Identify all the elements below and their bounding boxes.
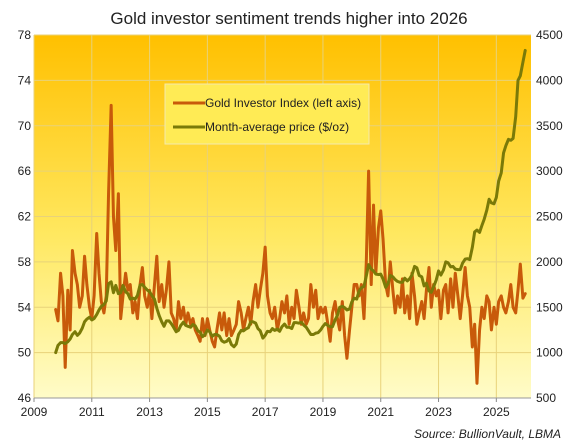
y-left-tick-label: 70 [18, 119, 32, 133]
legend-label-price: Month-average price ($/oz) [205, 120, 349, 134]
y-axis-right: 500 1000 1500 2000 2500 3000 3500 4000 4500 [536, 28, 563, 405]
y-left-tick-label: 58 [18, 255, 32, 269]
y-right-tick-label: 500 [536, 391, 556, 405]
x-tick-label: 2023 [425, 405, 452, 419]
y-left-tick-label: 50 [18, 346, 32, 360]
y-right-tick-label: 3000 [536, 164, 563, 178]
x-tick-label: 2015 [194, 405, 221, 419]
x-tick-label: 2017 [252, 405, 279, 419]
y-right-tick-label: 4500 [536, 28, 563, 42]
x-tick-label: 2011 [79, 405, 105, 419]
x-tick-label: 2013 [136, 405, 163, 419]
y-right-tick-label: 2500 [536, 210, 563, 224]
chart-title: Gold investor sentiment trends higher in… [110, 9, 467, 28]
y-right-tick-label: 1000 [536, 346, 563, 360]
y-right-tick-label: 1500 [536, 300, 563, 314]
y-right-tick-label: 2000 [536, 255, 563, 269]
y-right-tick-label: 3500 [536, 119, 563, 133]
y-left-tick-label: 62 [18, 210, 32, 224]
x-tick-label: 2019 [310, 405, 337, 419]
y-left-tick-label: 46 [18, 391, 32, 405]
legend-box [164, 83, 370, 145]
x-tick-label: 2021 [367, 405, 394, 419]
legend: Gold Investor Index (left axis) Month-av… [164, 83, 370, 145]
y-left-tick-label: 54 [18, 300, 32, 314]
series-lines [54, 48, 527, 385]
legend-label-sentiment: Gold Investor Index (left axis) [205, 96, 361, 110]
y-axis-left: 46 50 54 58 62 66 70 74 78 [18, 28, 32, 405]
y-left-tick-label: 74 [18, 73, 32, 87]
x-tick-label: 2025 [483, 405, 510, 419]
y-left-tick-label: 78 [18, 28, 32, 42]
y-right-tick-label: 4000 [536, 73, 563, 87]
x-tick-label: 2009 [21, 405, 48, 419]
series-line-price [54, 48, 527, 355]
x-axis: 2009 2011 2013 2015 2017 2019 2021 2023 2025 [21, 397, 531, 419]
source-note: Source: BullionVault, LBMA [414, 427, 561, 441]
series-line-sentiment [54, 103, 527, 385]
y-left-tick-label: 66 [18, 164, 32, 178]
